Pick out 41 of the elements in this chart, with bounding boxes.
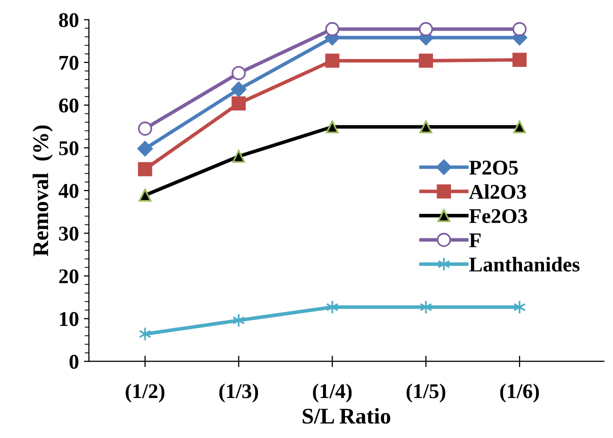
x-tick-label: (1/6): [500, 384, 539, 402]
legend-label: Fe2O3: [469, 209, 528, 224]
y-tick-label: 60: [59, 98, 78, 113]
point: [420, 300, 432, 314]
point: [232, 96, 246, 110]
point: [513, 120, 526, 134]
point: [325, 22, 340, 36]
point: [418, 22, 434, 36]
point: [138, 162, 152, 176]
point: [232, 150, 246, 163]
y-tick-label: 40: [58, 184, 78, 198]
y-tick-label: 50: [59, 141, 78, 156]
point: [326, 120, 339, 134]
point: [420, 120, 432, 134]
legend-label: F: [469, 234, 481, 248]
y-axis-title: Removal (%): [32, 125, 53, 256]
point: [138, 326, 152, 342]
y-tick-label: 10: [60, 312, 78, 326]
x-tick-label: (1/3): [219, 384, 258, 402]
x-tick-label: (1/5): [406, 384, 446, 402]
point: [513, 300, 526, 314]
point: [418, 54, 434, 68]
legend-label: Al2O3: [469, 184, 526, 199]
point: [137, 140, 153, 156]
legend-label: Lanthanides: [469, 256, 580, 272]
point: [325, 54, 340, 68]
point: [230, 82, 246, 98]
x-axis-title: S/L Ratio: [302, 408, 390, 424]
y-tick-label: 0: [70, 354, 78, 369]
point: [512, 22, 527, 36]
y-tick-label: 30: [59, 226, 78, 241]
y-tick-label: 20: [59, 269, 78, 284]
y-tick-label: 80: [59, 13, 78, 28]
y-tick-label: 70: [60, 56, 78, 70]
point: [138, 122, 152, 136]
point: [512, 52, 527, 67]
legend-label: P2O5: [469, 160, 518, 175]
x-tick-label: (1/2): [126, 384, 164, 402]
point: [232, 66, 246, 80]
point: [138, 188, 152, 202]
x-tick-label: (1/4): [312, 384, 352, 402]
